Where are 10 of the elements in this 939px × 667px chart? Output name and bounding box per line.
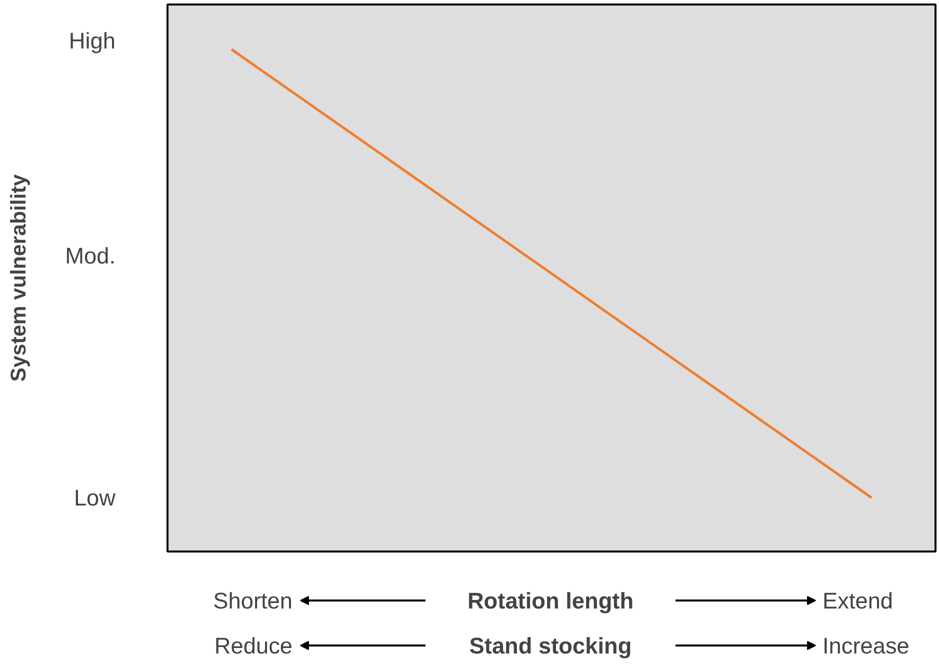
text: Stand stocking [469, 632, 632, 658]
y-axis-title: System vulnerability [6, 174, 30, 382]
text: Reduce [214, 632, 293, 658]
text: Extend [822, 588, 894, 614]
text: Shorten [213, 588, 293, 614]
text: Rotation length [467, 588, 634, 614]
text: Increase [822, 632, 910, 658]
annotation: Mod. [65, 242, 116, 269]
annotation: High [68, 27, 116, 54]
annotation: Low [74, 484, 116, 511]
